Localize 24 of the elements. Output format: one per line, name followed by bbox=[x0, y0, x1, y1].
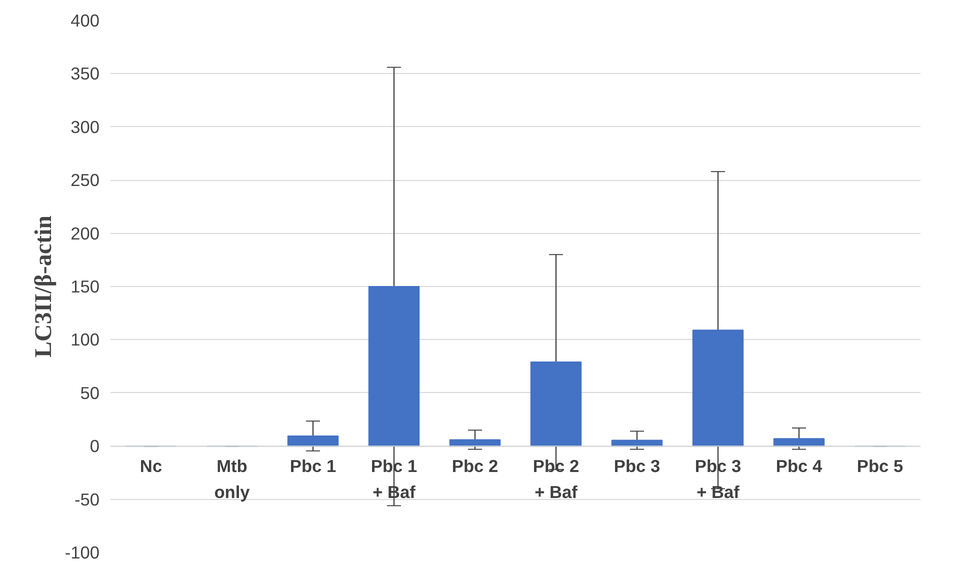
bar bbox=[368, 286, 420, 447]
x-tick-label: Pbc 2 bbox=[452, 456, 498, 476]
y-tick-label: 100 bbox=[70, 330, 100, 350]
y-axis-title: LC3II/β-actin bbox=[30, 216, 57, 358]
x-tick-label: Pbc 3 bbox=[614, 456, 660, 476]
y-tick-label: 150 bbox=[70, 276, 100, 296]
bar bbox=[692, 330, 744, 447]
y-tick-label: 0 bbox=[90, 436, 100, 456]
bar bbox=[287, 435, 339, 447]
x-tick-label: Nc bbox=[140, 456, 162, 476]
y-tick-label: 400 bbox=[70, 10, 100, 30]
x-tick-label: Pbc 4 bbox=[776, 456, 822, 476]
x-tick-label: Pbc 5 bbox=[856, 456, 904, 476]
y-tick-label: -50 bbox=[74, 489, 100, 510]
y-tick-label: 200 bbox=[70, 223, 100, 244]
x-tick-label: Pbc 1 bbox=[290, 456, 336, 476]
x-tick-label: Pbc 2 + Baf bbox=[532, 456, 580, 502]
y-tick-label: 350 bbox=[70, 64, 100, 84]
y-tick-label: 250 bbox=[70, 170, 100, 190]
bar bbox=[530, 362, 582, 447]
x-tick-label: Mtb only bbox=[214, 456, 250, 502]
y-tick-label: 50 bbox=[80, 382, 100, 403]
y-tick-label: -100 bbox=[64, 542, 100, 562]
y-tick-label: 300 bbox=[70, 116, 100, 137]
